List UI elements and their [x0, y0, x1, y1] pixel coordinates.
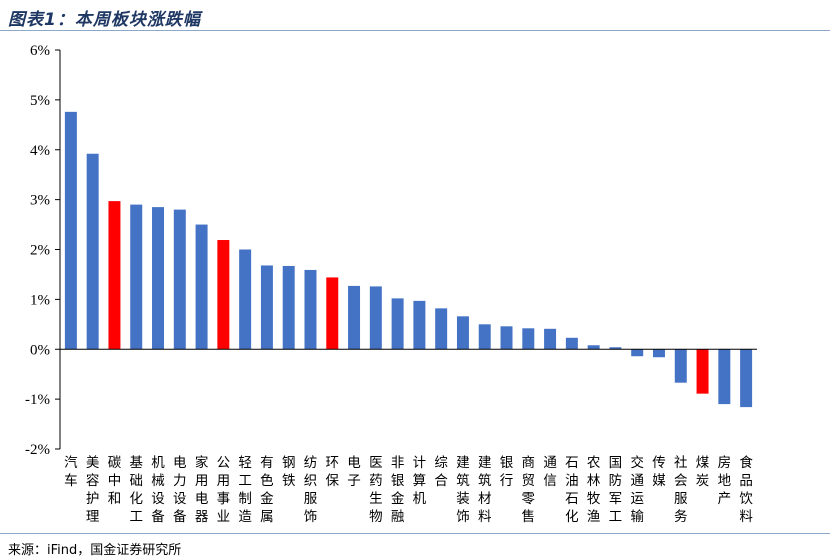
bar [130, 204, 143, 350]
bar [435, 308, 448, 350]
y-tick-label: 2% [30, 243, 50, 259]
bar [718, 349, 731, 405]
category-label: 石油石化 [565, 455, 579, 525]
category-label: 国防军工 [609, 455, 623, 525]
category-label: 基础化工 [129, 454, 143, 525]
category-label: 钢铁 [282, 455, 296, 489]
category-label: 商贸零售 [522, 455, 536, 525]
bar [239, 249, 252, 350]
y-tick-label: -2% [25, 442, 50, 458]
y-tick-label: 1% [30, 292, 50, 308]
bar [609, 347, 622, 350]
y-tick-label: 5% [30, 93, 50, 109]
category-label: 纺织服饰 [304, 455, 318, 525]
bar [348, 285, 361, 350]
category-label: 碳中和 [108, 455, 122, 507]
category-label: 食品饮料 [739, 454, 753, 525]
category-label: 房地产 [718, 455, 732, 507]
category-label: 银行 [500, 455, 514, 489]
bar [304, 269, 317, 350]
category-label: 通信 [543, 455, 557, 489]
bar [369, 286, 382, 350]
category-label: 轻工制造 [238, 455, 252, 525]
category-label: 公用事业 [217, 455, 231, 525]
category-labels: 汽车美容护理碳中和基础化工机械设备电力设备家用电器公用事业轻工制造有色金属钢铁纺… [64, 454, 753, 525]
source-note: 来源：iFind，国金证券研究所 [8, 543, 182, 558]
bar [326, 277, 339, 350]
y-tick-label: 0% [30, 342, 50, 358]
bar [740, 349, 753, 408]
category-label: 环保 [326, 455, 340, 489]
figure-title: 图表1：本周板块涨跌幅 [8, 10, 201, 30]
bar [391, 298, 404, 350]
category-label: 交通运输 [630, 454, 644, 525]
category-label: 有色金属 [260, 455, 274, 525]
category-label: 建筑装饰 [456, 455, 470, 525]
title-divider [0, 30, 830, 31]
category-label: 煤炭 [696, 455, 710, 489]
bar [456, 316, 469, 350]
category-label: 汽车 [64, 455, 78, 489]
bar [631, 349, 644, 357]
bar [587, 345, 600, 350]
category-label: 社会服务 [674, 455, 688, 525]
bar [217, 240, 230, 350]
bar [108, 201, 121, 350]
bar [544, 328, 557, 350]
category-label: 农林牧渔 [587, 455, 601, 525]
category-label: 美容护理 [86, 455, 100, 525]
bar [282, 265, 295, 350]
y-tick-label: 6% [30, 43, 50, 59]
category-label: 综合 [434, 455, 448, 489]
category-label: 电子 [347, 455, 361, 489]
category-label: 传媒 [652, 455, 666, 489]
source-divider [0, 533, 830, 534]
y-tick-label: 4% [30, 143, 50, 159]
bar [260, 265, 273, 350]
y-tick-label: 3% [30, 193, 50, 209]
y-tick-label: -1% [25, 392, 50, 408]
bar-chart: -2% -1% 0% 1% 2% 3% 4% 5% 6% 汽车美容护理碳中和基础化工机械设备电力… [25, 43, 757, 525]
category-label: 非银金融 [391, 455, 405, 525]
bar [195, 224, 208, 350]
bar [152, 207, 165, 350]
category-label: 计算机 [413, 455, 427, 507]
category-label: 机械设备 [151, 455, 165, 525]
category-label: 医药生物 [369, 455, 383, 525]
bar [696, 349, 709, 394]
bar [674, 349, 687, 383]
category-label: 建筑材料 [478, 455, 492, 525]
category-label: 电力设备 [173, 455, 187, 525]
bar [522, 328, 535, 350]
bar [64, 111, 77, 350]
bar [500, 326, 513, 350]
bar [413, 300, 426, 350]
bars [64, 111, 753, 408]
bar [652, 349, 665, 358]
category-label: 家用电器 [195, 454, 209, 525]
bar [565, 337, 578, 350]
bar [86, 153, 99, 350]
y-axis: -2% -1% 0% 1% 2% 3% 4% 5% 6% [25, 43, 61, 458]
bar [478, 324, 491, 350]
bar [173, 209, 186, 350]
